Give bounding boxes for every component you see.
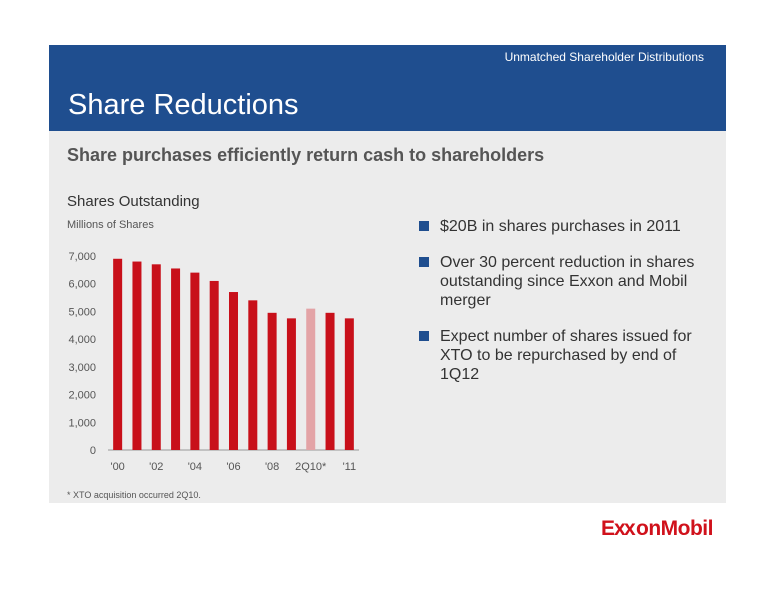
shares-outstanding-chart: 0 1,000 2,000 3,000 4,000 5,000 6,000 7,000 '00 '… (68, 251, 359, 473)
bullet-text: $20B in shares purchases in 2011 (440, 218, 681, 235)
x-tick-label: '08 (265, 461, 279, 473)
bar (306, 308, 316, 450)
y-tick-label: 2,000 (68, 390, 96, 402)
y-tick-label: 6,000 (68, 279, 96, 291)
bar (190, 272, 200, 450)
bar (132, 261, 142, 450)
section-label: Unmatched Shareholder Distributions (504, 50, 704, 64)
y-tick-label: 5,000 (68, 306, 96, 318)
x-tick-label: '06 (226, 461, 240, 473)
svg-text:x: x (614, 517, 626, 540)
bar (229, 292, 238, 450)
bar (286, 318, 296, 450)
bullet-text: Expect number of shares issued for XTO t… (440, 328, 692, 383)
y-tick-label: 7,000 (68, 251, 96, 263)
square-bullet-icon (419, 257, 429, 267)
square-bullet-icon (419, 331, 429, 341)
x-tick-label: '11 (343, 461, 357, 473)
chart-y-axis-label: Millions of Shares (67, 219, 154, 231)
bar (325, 312, 335, 450)
svg-text:onMobil: onMobil (636, 517, 713, 540)
x-tick-label: '04 (188, 461, 202, 473)
bar (248, 300, 258, 450)
bullet-text: Over 30 percent reduction in shares outs… (440, 254, 695, 309)
bar (113, 258, 123, 450)
bullet-item: $20B in shares purchases in 2011 (418, 217, 718, 236)
y-tick-label: 1,000 (68, 417, 96, 429)
slide-subtitle: Share purchases efficiently return cash … (67, 145, 545, 165)
x-tick-label: '02 (149, 461, 163, 473)
bar (151, 264, 161, 450)
svg-text:x: x (624, 517, 636, 540)
x-tick-label: '00 (110, 461, 124, 473)
footnote: * XTO acquisition occurred 2Q10. (67, 490, 201, 500)
x-tick-label: 2Q10* (295, 461, 327, 473)
y-tick-label: 4,000 (68, 334, 96, 346)
header-bar: Unmatched Shareholder Distributions Shar… (49, 45, 726, 131)
bar (344, 318, 354, 450)
page-title: Share Reductions (68, 89, 299, 121)
chart-title: Shares Outstanding (67, 193, 200, 210)
exxonmobil-logo: E x x onMobil (601, 515, 713, 547)
bar (171, 268, 181, 450)
y-tick-label: 3,000 (68, 362, 96, 374)
square-bullet-icon (419, 221, 429, 231)
bar (209, 280, 219, 450)
svg-text:E: E (601, 517, 615, 540)
bullet-item: Over 30 percent reduction in shares outs… (418, 253, 718, 310)
bar (267, 312, 277, 450)
y-tick-label: 0 (90, 445, 96, 457)
bullet-list: $20B in shares purchases in 2011 Over 30… (418, 217, 718, 401)
bullet-item: Expect number of shares issued for XTO t… (418, 327, 718, 384)
